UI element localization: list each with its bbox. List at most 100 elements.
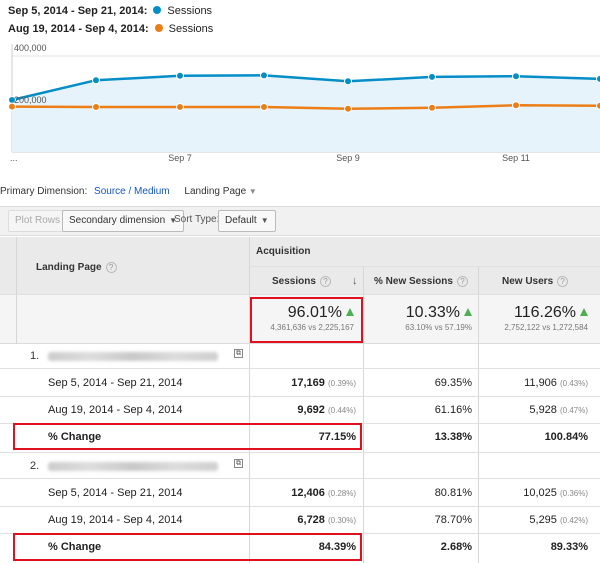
row-divider bbox=[0, 506, 600, 507]
sessions-change-cell: 77.15% bbox=[318, 431, 356, 443]
chevron-down-icon[interactable]: ▼ bbox=[248, 187, 257, 196]
new-sessions-cell: 61.16% bbox=[434, 404, 472, 416]
sessions-cell: 6,728 (0.30%) bbox=[297, 514, 356, 526]
new-users-cell: 5,928 (0.47%) bbox=[529, 404, 588, 416]
sort-descending-icon[interactable]: ↓ bbox=[352, 275, 358, 287]
column-divider bbox=[16, 237, 17, 344]
x-tick-label: ... bbox=[10, 153, 18, 163]
sessions-percent: (0.28%) bbox=[327, 489, 356, 498]
new-users-percent: (0.42%) bbox=[559, 516, 588, 525]
legend-range-previous: Aug 19, 2014 - Sep 4, 2014: bbox=[8, 23, 149, 35]
external-link-icon[interactable]: ⧉ bbox=[234, 459, 243, 468]
table-header bbox=[0, 237, 600, 294]
new-sessions-cell: 80.81% bbox=[434, 487, 472, 499]
up-arrow-icon bbox=[580, 308, 588, 316]
column-divider bbox=[249, 237, 250, 563]
highlight-box bbox=[13, 533, 362, 561]
legend-previous: Aug 19, 2014 - Sep 4, 2014: Sessions bbox=[8, 23, 213, 35]
column-divider bbox=[363, 266, 364, 563]
data-point bbox=[260, 71, 268, 80]
y-tick-label: 200,000 bbox=[14, 95, 47, 105]
total-new-sessions-value: 10.33% bbox=[405, 304, 460, 321]
y-tick-label: 400,000 bbox=[14, 44, 47, 53]
sessions-change-cell: 84.39% bbox=[318, 541, 356, 553]
row-index: 2. bbox=[30, 460, 40, 472]
totals-row bbox=[0, 294, 600, 344]
sessions-cell: 17,169 (0.39%) bbox=[291, 377, 356, 389]
dimension-landing-page[interactable]: Landing Page bbox=[184, 186, 247, 197]
new-users-column-header[interactable]: New Users? bbox=[502, 276, 569, 287]
sessions-percent: (0.39%) bbox=[327, 379, 356, 388]
row-divider bbox=[0, 452, 600, 453]
legend-current: Sep 5, 2014 - Sep 21, 2014: Sessions bbox=[8, 5, 212, 17]
data-point bbox=[8, 102, 16, 111]
primary-dimension-label: Primary Dimension: bbox=[0, 186, 88, 197]
data-point bbox=[512, 101, 520, 110]
total-new-users-value: 116.26% bbox=[514, 304, 576, 321]
redacted-url bbox=[48, 352, 218, 361]
sessions-percent: (0.44%) bbox=[327, 406, 356, 415]
total-sessions-comparison: 4,361,636 vs 2,225,167 bbox=[270, 323, 354, 332]
sessions-percent: (0.30%) bbox=[327, 516, 356, 525]
new-users-value: 5,295 bbox=[529, 514, 557, 526]
help-icon[interactable]: ? bbox=[456, 276, 468, 287]
help-icon[interactable]: ? bbox=[319, 276, 331, 287]
help-icon[interactable]: ? bbox=[557, 276, 569, 287]
sort-type-dropdown[interactable]: Default ▼ bbox=[218, 210, 276, 232]
up-arrow-icon bbox=[464, 308, 472, 316]
new-sessions-cell: 69.35% bbox=[434, 377, 472, 389]
landing-page-column-header[interactable]: Landing Page? bbox=[36, 262, 117, 273]
new-sessions-change-cell: 2.68% bbox=[440, 541, 472, 553]
total-sessions-value: 96.01% bbox=[287, 304, 342, 321]
total-new-sessions-change: 10.33% bbox=[406, 304, 472, 322]
sessions-value: 6,728 bbox=[297, 514, 325, 526]
external-link-icon[interactable]: ⧉ bbox=[234, 349, 243, 358]
new-users-cell: 11,906 (0.43%) bbox=[524, 377, 588, 389]
sessions-value: 17,169 bbox=[291, 377, 325, 389]
new-sessions-cell: 78.70% bbox=[434, 514, 472, 526]
x-tick-label: Sep 7 bbox=[168, 153, 192, 163]
data-point bbox=[596, 74, 600, 83]
row-divider bbox=[0, 396, 600, 397]
chevron-down-icon: ▼ bbox=[260, 216, 269, 225]
new-users-cell: 10,025 (0.36%) bbox=[523, 487, 588, 499]
sessions-value: 9,692 bbox=[297, 404, 325, 416]
total-new-users-comparison: 2,752,122 vs 1,272,584 bbox=[504, 323, 588, 332]
data-point bbox=[344, 77, 352, 86]
legend-series-current: Sessions bbox=[167, 5, 213, 17]
new-users-change-cell: 100.84% bbox=[544, 431, 588, 443]
data-point bbox=[428, 72, 436, 81]
highlight-box bbox=[250, 297, 363, 343]
row-divider bbox=[0, 478, 600, 479]
new-users-percent: (0.43%) bbox=[559, 379, 588, 388]
total-sessions-change: 96.01% bbox=[288, 304, 354, 322]
new-users-cell: 5,295 (0.42%) bbox=[529, 514, 588, 526]
sessions-line-chart[interactable]: 400,000 200,000... Sep 7 Sep 9 Sep 11 bbox=[0, 44, 600, 170]
sessions-header-label: Sessions bbox=[272, 276, 316, 287]
chevron-down-icon: ▼ bbox=[169, 216, 178, 225]
new-users-percent: (0.36%) bbox=[559, 489, 588, 498]
percent-change-label: % Change bbox=[48, 541, 102, 553]
total-new-users-change: 116.26% bbox=[514, 304, 588, 322]
series-area bbox=[12, 75, 600, 152]
new-sessions-header-label: % New Sessions bbox=[374, 276, 453, 287]
up-arrow-icon bbox=[346, 308, 354, 316]
period-label-current: Sep 5, 2014 - Sep 21, 2014 bbox=[48, 377, 183, 389]
secondary-dimension-dropdown[interactable]: Secondary dimension ▼ bbox=[62, 210, 185, 232]
plot-rows-button[interactable]: Plot Rows bbox=[8, 210, 68, 232]
help-icon[interactable]: ? bbox=[105, 262, 117, 273]
total-new-sessions-comparison: 63.10% vs 57.19% bbox=[405, 323, 472, 332]
percent-change-label: % Change bbox=[48, 431, 102, 443]
primary-dimension-bar: Primary Dimension: Source / Medium Landi… bbox=[0, 186, 600, 206]
new-sessions-column-header[interactable]: % New Sessions? bbox=[374, 276, 468, 287]
period-label-current: Sep 5, 2014 - Sep 21, 2014 bbox=[48, 487, 183, 499]
sessions-cell: 12,406 (0.28%) bbox=[291, 487, 356, 499]
column-divider bbox=[478, 266, 479, 563]
sessions-column-header[interactable]: Sessions? bbox=[272, 276, 331, 287]
data-point bbox=[428, 103, 436, 112]
dimension-source-medium-link[interactable]: Source / Medium bbox=[94, 186, 170, 197]
series-dot-icon bbox=[153, 6, 162, 14]
sessions-value: 12,406 bbox=[291, 487, 325, 499]
row-index: 1. bbox=[30, 350, 40, 362]
series-line-1 bbox=[11, 104, 600, 111]
